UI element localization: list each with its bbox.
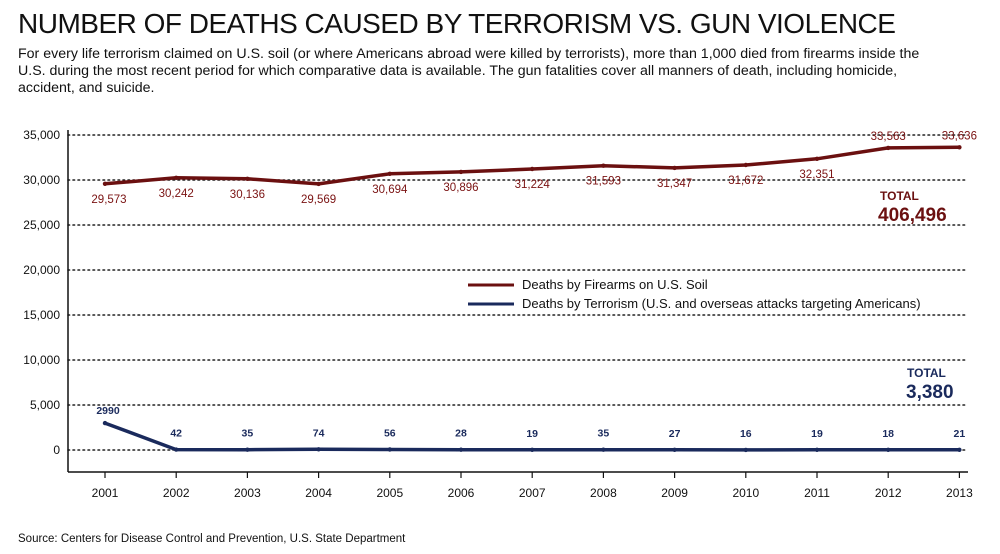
firearms-point (743, 162, 748, 168)
x-tick-label: 2007 (519, 486, 546, 500)
terrorism-data-label: 27 (669, 428, 681, 440)
y-axis-ticks: 0 5,000 10,000 15,000 20,000 25,000 30,000 35,0… (23, 128, 60, 457)
firearms-data-label: 30,242 (159, 188, 194, 200)
source-note: Source: Centers for Disease Control and … (18, 533, 406, 545)
x-tick-label: 2008 (590, 486, 617, 500)
terrorism-point (601, 447, 606, 452)
terrorism-data-label: 16 (740, 428, 752, 440)
data-labels: 29,573 30,242 30,136 29,569 30,694 30,896 31,2… (91, 130, 977, 440)
legend-label-terrorism: Deaths by Terrorism (U.S. and overseas a… (522, 296, 921, 311)
y-tick-label: 35,000 (23, 128, 60, 142)
terrorism-point (743, 447, 748, 453)
firearms-point (957, 145, 962, 150)
terrorism-data-label: 42 (170, 428, 182, 440)
x-tick-label: 2009 (661, 486, 688, 500)
firearms-data-label: 33,563 (871, 131, 906, 143)
terrorism-data-label: 19 (811, 428, 823, 440)
x-tick-label: 2001 (92, 486, 119, 500)
total-terrorism: TOTAL 3,380 (906, 366, 954, 403)
chart-subtitle: For every life terrorism claimed on U.S.… (18, 46, 920, 96)
series-lines (102, 145, 962, 453)
x-axis-ticks: 2001 2002 2003 2004 2005 2006 2007 2008 2009 2010… (92, 472, 973, 500)
x-tick-label: 2010 (732, 486, 759, 500)
firearms-data-label: 29,573 (91, 194, 126, 206)
firearms-point (316, 181, 321, 187)
x-tick-label: 2012 (875, 486, 902, 500)
x-tick-label: 2005 (376, 486, 403, 500)
firearms-data-label: 32,351 (799, 169, 834, 181)
total-firearms: TOTAL 406,496 (878, 189, 947, 226)
x-tick-label: 2013 (946, 486, 973, 500)
firearms-point (387, 171, 392, 176)
total-firearms-value: 406,496 (878, 205, 947, 226)
terrorism-point (814, 447, 820, 452)
total-terrorism-value: 3,380 (906, 382, 954, 403)
firearms-data-label: 31,593 (586, 176, 621, 188)
terrorism-data-label: 35 (242, 428, 254, 440)
y-tick-label: 0 (53, 443, 60, 457)
firearms-point (174, 175, 179, 180)
y-tick-label: 10,000 (23, 353, 60, 367)
firearms-data-label: 30,694 (372, 184, 408, 196)
y-tick-label: 15,000 (23, 308, 60, 322)
terrorism-point (530, 447, 535, 452)
terrorism-point (672, 447, 677, 452)
terrorism-data-label: 35 (598, 428, 610, 440)
terrorism-data-label: 2990 (96, 405, 120, 417)
firearms-point (886, 145, 891, 151)
firearms-data-label: 33,636 (942, 130, 977, 142)
firearms-point (102, 181, 108, 186)
x-tick-label: 2011 (804, 486, 830, 500)
y-tick-label: 30,000 (23, 173, 60, 187)
firearms-point (458, 169, 464, 175)
axes (67, 130, 968, 473)
x-tick-label: 2002 (163, 486, 190, 500)
firearms-point (672, 165, 677, 171)
x-tick-label: 2004 (305, 486, 332, 500)
terrorism-data-label: 18 (882, 428, 894, 440)
terrorism-point (886, 447, 891, 452)
terrorism-point (174, 447, 179, 452)
terrorism-data-label: 21 (954, 428, 966, 440)
y-tick-label: 25,000 (23, 218, 60, 232)
firearms-data-label: 31,224 (515, 179, 551, 191)
y-tick-label: 20,000 (23, 263, 60, 277)
y-tick-label: 5,000 (30, 398, 60, 412)
x-tick-label: 2006 (448, 486, 475, 500)
firearms-data-label: 31,347 (657, 178, 692, 190)
terrorism-data-label: 28 (455, 428, 467, 440)
firearms-data-label: 30,896 (443, 182, 478, 194)
firearms-point (601, 163, 606, 168)
terrorism-point (245, 447, 250, 452)
terrorism-data-label: 19 (526, 428, 538, 440)
terrorism-point (458, 447, 464, 452)
firearms-data-label: 31,672 (728, 175, 763, 187)
total-terrorism-caption: TOTAL (907, 366, 946, 380)
terrorism-point (102, 420, 108, 426)
terrorism-point (387, 447, 392, 452)
terrorism-data-label: 56 (384, 427, 396, 439)
chart-title: NUMBER OF DEATHS CAUSED BY TERRORISM VS.… (18, 8, 896, 39)
terrorism-data-label: 74 (313, 427, 325, 439)
terrorism-point (316, 447, 321, 452)
firearms-data-label: 29,569 (301, 194, 336, 206)
legend-label-firearms: Deaths by Firearms on U.S. Soil (522, 277, 708, 292)
firearms-point (814, 156, 820, 161)
legend: Deaths by Firearms on U.S. Soil Deaths b… (468, 277, 921, 311)
firearms-data-label: 30,136 (230, 189, 265, 201)
terrorism-point (957, 447, 962, 452)
x-tick-label: 2003 (234, 486, 261, 500)
firearms-point (530, 166, 535, 172)
total-firearms-caption: TOTAL (880, 189, 919, 203)
firearms-point (245, 176, 250, 181)
